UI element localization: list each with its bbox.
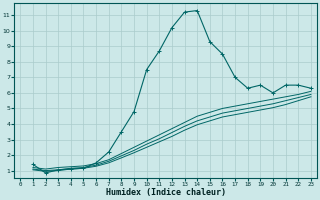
X-axis label: Humidex (Indice chaleur): Humidex (Indice chaleur) xyxy=(106,188,226,197)
